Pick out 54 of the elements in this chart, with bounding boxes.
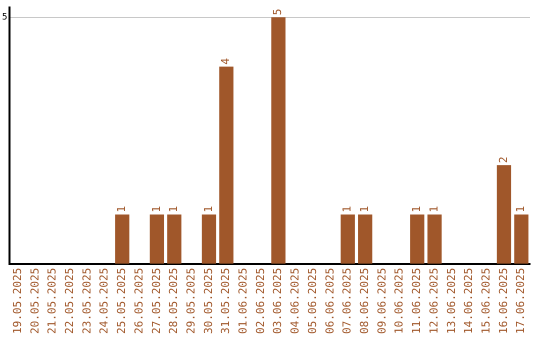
x-tick-label: 05.06.2025 xyxy=(306,268,319,334)
x-tick-label: 13.06.2025 xyxy=(444,268,458,334)
data-label: 1 xyxy=(167,206,180,212)
bar xyxy=(115,214,130,264)
data-label: 1 xyxy=(410,206,424,212)
x-tick-label: 03.06.2025 xyxy=(271,268,284,334)
x-tick-label: 12.06.2025 xyxy=(427,268,440,334)
x-tick-label: 30.05.2025 xyxy=(202,268,215,334)
x-tick-label: 04.06.2025 xyxy=(288,268,302,334)
data-label: 4 xyxy=(219,58,232,65)
bar xyxy=(514,214,528,264)
data-label: 1 xyxy=(202,206,215,212)
bar xyxy=(150,214,164,264)
data-label: 1 xyxy=(115,206,128,212)
x-tick-label: 28.05.2025 xyxy=(167,268,180,334)
x-tick-label: 09.06.2025 xyxy=(375,268,388,334)
x-tick-label: 21.05.2025 xyxy=(46,268,59,334)
x-tick-label: 10.06.2025 xyxy=(392,268,406,334)
x-tick-label: 23.05.2025 xyxy=(80,268,94,334)
x-tick-label: 24.05.2025 xyxy=(98,268,111,334)
bar xyxy=(427,214,442,264)
bar xyxy=(202,214,216,264)
bar xyxy=(496,165,512,264)
data-label: 1 xyxy=(150,206,163,212)
x-tick-label: 22.05.2025 xyxy=(63,268,76,334)
bar xyxy=(340,214,355,264)
x-tick-label: 25.05.2025 xyxy=(115,268,128,334)
x-tick-label: 08.06.2025 xyxy=(358,268,372,334)
bar xyxy=(358,214,372,264)
data-label: 2 xyxy=(496,156,510,164)
x-tick-label: 02.06.2025 xyxy=(254,268,267,334)
x-tick-label: 15.06.2025 xyxy=(479,268,492,334)
data-label: 5 xyxy=(271,8,284,16)
data-label: 1 xyxy=(340,206,354,212)
x-tick-label: 01.06.2025 xyxy=(236,268,250,334)
x-tick-label: 16.06.2025 xyxy=(496,268,510,334)
x-tick-label: 19.05.2025 xyxy=(10,268,24,334)
x-tick-label: 20.05.2025 xyxy=(28,268,42,334)
bar xyxy=(410,214,424,264)
x-tick-label: 26.05.2025 xyxy=(132,268,146,334)
bar xyxy=(167,214,182,264)
x-tick-label: 14.06.2025 xyxy=(462,268,476,334)
x-tick-label: 07.06.2025 xyxy=(340,268,354,334)
data-label: 1 xyxy=(427,206,440,212)
data-label: 1 xyxy=(514,206,528,212)
x-tick-label: 17.06.2025 xyxy=(514,268,528,334)
bar xyxy=(271,17,286,264)
x-tick-label: 06.06.2025 xyxy=(323,268,336,334)
data-label: 1 xyxy=(358,206,372,212)
x-tick-label: 31.05.2025 xyxy=(219,268,232,334)
x-tick-label: 29.05.2025 xyxy=(184,268,198,334)
x-tick-label: 27.05.2025 xyxy=(150,268,163,334)
x-tick-label: 11.06.2025 xyxy=(410,268,424,334)
bar xyxy=(219,66,234,264)
